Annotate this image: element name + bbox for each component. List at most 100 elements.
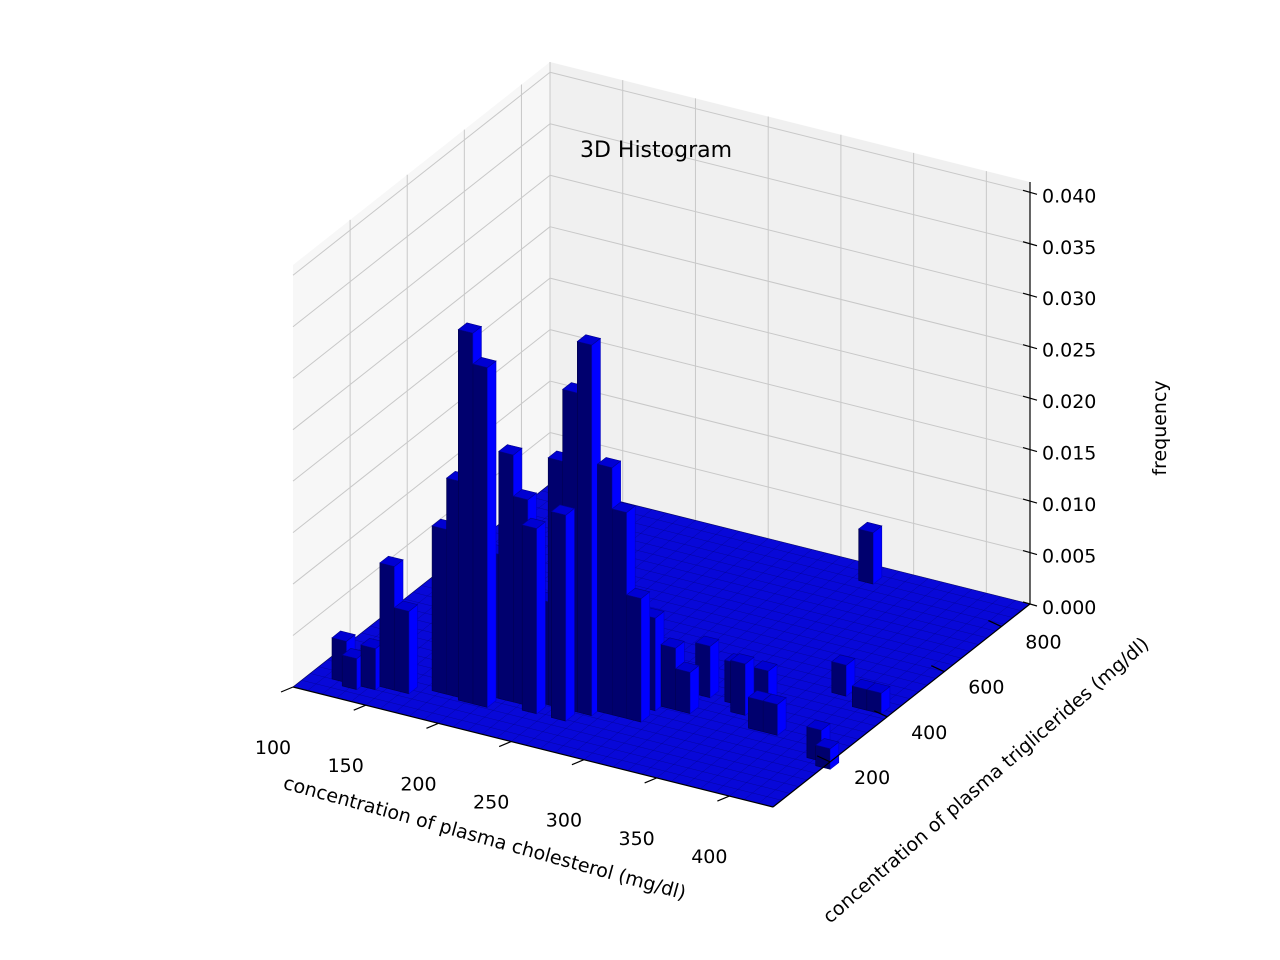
z-tick-mark [1022, 292, 1038, 298]
y-tick-mark [816, 755, 831, 763]
bar-front-face [815, 744, 831, 770]
y-tick-label: 800 [1025, 632, 1061, 654]
bar-top-face [815, 738, 840, 750]
bar-front-face [550, 511, 567, 722]
bar-side-face [689, 664, 700, 715]
y-tick-mark [988, 620, 1002, 628]
bar-top-face [550, 504, 576, 516]
bar-top-face [393, 600, 419, 612]
bar-front-face [866, 689, 882, 715]
bar-top-face [625, 587, 651, 599]
bar-front-face [457, 329, 474, 705]
bar-front-face [762, 700, 778, 736]
histogram-bar [815, 738, 840, 770]
histogram-bar [393, 600, 419, 695]
y-tick-label: 600 [968, 677, 1004, 699]
z-gridline-back [549, 329, 1031, 451]
bar-front-face [675, 668, 691, 714]
z-gridline-left [292, 123, 551, 328]
z-tick-mark [1022, 344, 1038, 350]
bar-front-face [394, 607, 410, 695]
z-tick-label: 0.020 [1042, 391, 1096, 413]
bar-front-face [858, 528, 874, 585]
z-gridline-back [549, 277, 1031, 399]
x-tick-mark [353, 704, 366, 711]
z-tick-label: 0.000 [1042, 597, 1096, 619]
histogram-bar [521, 517, 546, 715]
x-tick-label: 100 [255, 737, 291, 759]
bar-top-face [866, 682, 891, 694]
z-gridline-back [549, 174, 1031, 296]
z-tick-mark [1022, 549, 1038, 556]
x-tick-label: 400 [691, 846, 727, 868]
z-gridline-left [292, 226, 551, 431]
histogram-bar [625, 587, 651, 723]
floor-bin-edge [301, 679, 782, 801]
z-tick-mark [1022, 447, 1038, 453]
bar-top-face [379, 555, 404, 567]
bar-top-face [730, 653, 755, 665]
x-tick-label: 150 [328, 755, 364, 777]
x-tick-mark [498, 740, 512, 748]
y-tick-mark [931, 665, 945, 673]
y-tick-mark [873, 710, 888, 718]
bar-top-face [611, 501, 636, 513]
histogram-bar [675, 661, 700, 715]
x-tick-mark [644, 777, 657, 784]
z-tick-mark [1022, 241, 1038, 247]
bar-top-face [457, 322, 483, 334]
z-tick-label: 0.025 [1042, 340, 1096, 362]
z-gridline-left [292, 174, 551, 379]
z-tick-label: 0.010 [1042, 494, 1096, 516]
bar-front-face [576, 341, 593, 717]
bar-top-face [831, 654, 856, 666]
x-tick-label: 350 [619, 828, 655, 850]
z-gridline-back [549, 380, 1031, 502]
histogram-bars [331, 322, 891, 770]
z-tick-label: 0.040 [1042, 185, 1096, 207]
x-tick-mark [571, 759, 585, 766]
bar-front-face [626, 594, 642, 723]
y-tick-label: 400 [911, 722, 947, 744]
bar-front-face [498, 450, 514, 703]
bar-top-face [762, 693, 787, 705]
bar-top-face [660, 637, 685, 649]
z-tick-label: 0.035 [1042, 237, 1096, 259]
z-tick-label: 0.015 [1042, 443, 1096, 465]
histogram-bar [762, 693, 787, 737]
axes-panes [293, 62, 1030, 687]
z-gridline-left [292, 380, 551, 585]
bar-front-face [360, 644, 376, 691]
bar-side-face [640, 591, 651, 723]
bar-front-face [748, 696, 764, 733]
histogram-bar [360, 637, 385, 691]
x-tick-label: 200 [400, 773, 436, 795]
histogram-bar [472, 356, 497, 709]
x-tick-mark [280, 686, 294, 693]
bar-side-face [487, 360, 497, 709]
z-gridline-left [292, 277, 551, 482]
z-gridline-back [549, 123, 1031, 245]
x-tick-label: 250 [473, 792, 509, 814]
bar-front-face [597, 463, 613, 716]
bar-front-face [431, 525, 447, 695]
bar-side-face [408, 603, 418, 695]
z-gridline-left [292, 329, 551, 534]
floor-bin-edge [310, 673, 791, 794]
z-tick-mark [1022, 189, 1038, 195]
bar-front-face [611, 508, 627, 719]
bar-top-face [675, 661, 700, 673]
y-tick-label: 200 [854, 767, 890, 789]
chart-title: 3D Histogram [580, 138, 732, 163]
z-gridline-back [549, 432, 1031, 554]
histogram-bar [858, 521, 883, 585]
bar-top-face [331, 630, 356, 642]
z-axis-label: frequency [1149, 380, 1171, 475]
axis-lines [292, 182, 1031, 808]
x-tick-label: 300 [546, 810, 582, 832]
z-gridline-left [292, 71, 551, 276]
bar-top-face [806, 719, 831, 731]
histogram-bar [866, 682, 891, 715]
bar-side-face [565, 507, 575, 722]
